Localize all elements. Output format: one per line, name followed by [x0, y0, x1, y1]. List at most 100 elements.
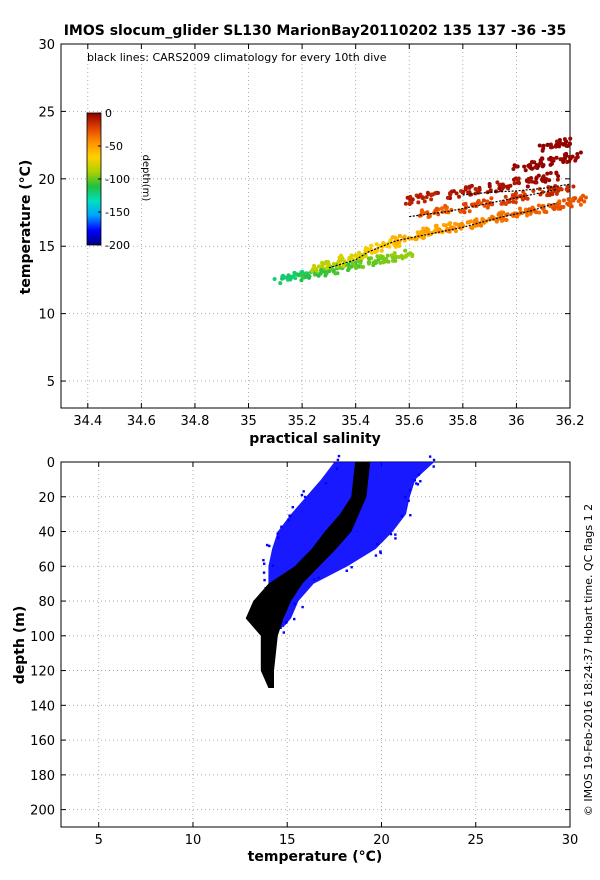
ts-data-point-cloud: [440, 209, 445, 214]
ts-data-point-cloud: [475, 200, 480, 205]
ts-data-point-cloud: [495, 180, 500, 185]
ts-data-point-cloud: [516, 178, 521, 183]
ts-data-point-cloud: [554, 155, 559, 160]
y-axis-label: temperature (°C): [18, 160, 34, 295]
colorbar-tick-label: -200: [105, 239, 130, 252]
glider-profile-point: [284, 621, 288, 624]
ts-data-point-cloud: [517, 206, 522, 211]
ts-data-point-cloud: [272, 277, 277, 282]
ts-data-point-cloud: [569, 197, 574, 202]
ts-data-point-cloud: [497, 183, 502, 188]
ts-data-point-cloud: [551, 156, 556, 161]
ts-data-point-cloud: [512, 181, 517, 186]
ts-data-point-cloud: [291, 274, 296, 279]
glider-profile-point: [337, 454, 341, 458]
ts-data-point-cloud: [552, 206, 557, 211]
glider-profile-point: [262, 562, 266, 565]
glider-profile-point: [335, 467, 339, 470]
ts-data-point-cloud: [320, 269, 325, 274]
ts-data-point-cloud: [396, 254, 401, 259]
ts-data-point-cloud: [346, 268, 351, 273]
ts-axes-frame: [60, 43, 571, 409]
ts-x-tick-label: 34.8: [180, 414, 209, 429]
ts-data-point-cloud: [579, 197, 584, 202]
depth-y-tick-label: 200: [30, 804, 55, 819]
ts-data-point-cloud: [582, 199, 587, 204]
ts-data-point-cloud: [416, 200, 421, 205]
climatology-profile-series: [245, 462, 371, 688]
ts-data-point-cloud: [554, 171, 559, 176]
ts-data-point-cloud: [389, 253, 394, 258]
ts-data-point-cloud: [546, 191, 551, 196]
ts-data-point-cloud: [384, 256, 389, 261]
ts-data-point-cloud: [522, 164, 527, 169]
ts-data-point-cloud: [351, 261, 356, 266]
ts-data-point-cloud: [454, 222, 459, 227]
ts-data-point-cloud: [394, 242, 399, 247]
ts-data-point-cloud: [558, 206, 563, 211]
ts-data-point-cloud: [292, 270, 297, 275]
glider-profile-point: [407, 499, 410, 502]
glider-profile-point: [271, 564, 275, 567]
glider-profile-point: [276, 536, 280, 539]
ts-data-point-cloud: [358, 252, 363, 257]
depth-y-tick-label: 80: [38, 595, 55, 610]
ts-x-tick-label: 36.2: [556, 414, 585, 429]
colorbar-label: depth(m): [140, 155, 151, 202]
ts-data-point-cloud: [534, 210, 539, 215]
ts-data-point-cloud: [507, 199, 512, 204]
ts-data-point-cloud: [451, 189, 456, 194]
ts-data-point-cloud: [479, 223, 484, 228]
ts-data-point-cloud: [494, 219, 499, 224]
ts-data-point-cloud: [454, 191, 459, 196]
glider-profile-point: [263, 578, 266, 582]
ts-x-tick-label: 35.2: [288, 414, 317, 429]
depth-x-tick-label: 30: [562, 833, 579, 848]
x-axis-label: temperature (°C): [248, 849, 383, 865]
ts-data-point-cloud: [537, 143, 542, 148]
glider-profile-point: [282, 631, 286, 634]
glider-profile-envelope: [268, 462, 435, 628]
depth-y-tick-label: 180: [30, 769, 55, 784]
credit-text: © IMOS 19-Feb-2016 18:24:37 Hobart time.…: [582, 504, 595, 816]
ts-data-point-cloud: [487, 182, 492, 187]
ts-data-point-cloud: [503, 194, 508, 199]
ts-data-point-cloud: [280, 273, 285, 278]
ts-data-point-cloud: [511, 166, 516, 171]
glider-profile-point: [428, 455, 432, 458]
ts-data-point-cloud: [346, 262, 351, 267]
ts-data-point-cloud: [421, 226, 426, 231]
ts-data-point-cloud: [381, 241, 386, 246]
glider-profile-point: [324, 482, 328, 485]
ts-data-point-cloud: [550, 192, 555, 197]
glider-profile-point: [293, 617, 296, 621]
ts-data-point: [393, 254, 399, 260]
ts-data-point-cloud: [427, 214, 432, 219]
ts-data-point-cloud: [547, 178, 552, 183]
ts-data-point-cloud: [578, 202, 583, 207]
ts-data-point-cloud: [513, 191, 518, 196]
ts-data-point-cloud: [460, 208, 465, 213]
ts-data-point-cloud: [528, 165, 533, 170]
ts-data-point-cloud: [564, 187, 569, 192]
depth-axes-frame: [60, 461, 571, 828]
ts-x-tick-label: 34.4: [73, 414, 102, 429]
ts-data-point-cloud: [424, 195, 429, 200]
depth-y-tick-label: 40: [38, 526, 55, 541]
ts-data-point-cloud: [341, 264, 346, 269]
ts-data-point-cloud: [369, 243, 374, 248]
glider-profile-point: [287, 519, 290, 522]
ts-data-point-cloud: [525, 213, 530, 218]
depth-y-tick-label: 160: [30, 734, 55, 749]
ts-data-point-cloud: [554, 191, 559, 196]
ts-y-tick-label: 30: [38, 38, 55, 53]
glider-profile-point: [302, 490, 305, 493]
ts-data-point-cloud: [445, 195, 450, 200]
ts-data-point-cloud: [470, 226, 475, 231]
ts-data-point-cloud: [569, 204, 574, 209]
ts-data-point-cloud: [562, 137, 567, 142]
ts-data-point-cloud: [525, 184, 530, 189]
ts-data-point-cloud: [457, 194, 462, 199]
ts-data-point-cloud: [537, 210, 542, 215]
colorbar-tick-label: 0: [105, 107, 112, 120]
